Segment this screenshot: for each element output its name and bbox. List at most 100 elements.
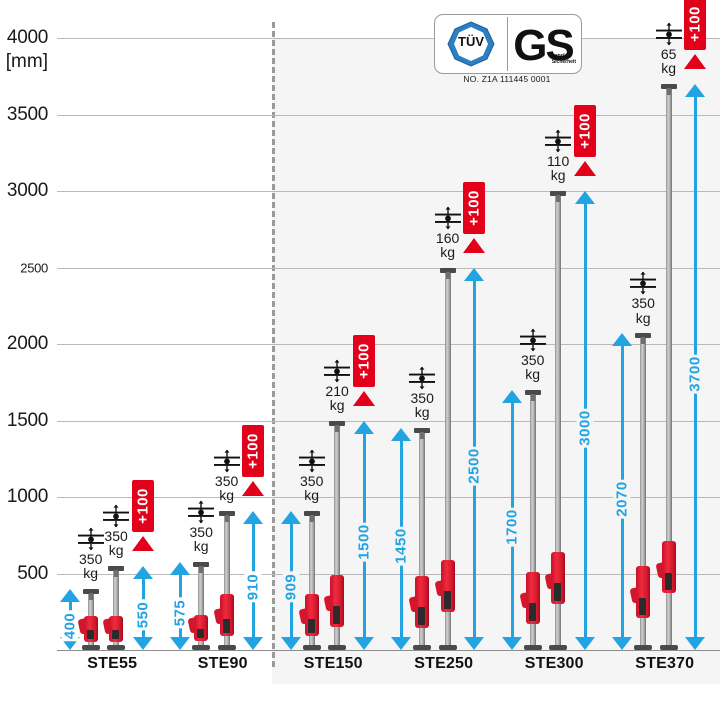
- arrow-head-up-icon: [464, 267, 485, 281]
- dimension-arrow-max: 2500: [463, 267, 485, 650]
- load-icon-min: 350 kg: [184, 500, 218, 554]
- gridline: [57, 191, 720, 192]
- prop-head-plate: [550, 191, 567, 196]
- dimension-arrow-min: 2070: [611, 333, 633, 650]
- prop-head-stem: [309, 514, 314, 522]
- prop-base-plate: [438, 645, 457, 650]
- y-tick-label: 2000: [6, 333, 48, 354]
- prop-head-plate: [329, 420, 346, 426]
- prop-tube: [308, 512, 315, 646]
- prop-collar: [330, 575, 345, 628]
- load-icon-min: 350 kg: [405, 366, 439, 420]
- load-capacity-value: 350 kg: [300, 472, 324, 504]
- prop-extended: [544, 191, 568, 650]
- prop-extended: [655, 83, 678, 650]
- prop-head-plate: [439, 267, 456, 273]
- prop-extended: [102, 565, 126, 650]
- dimension-value: 550: [134, 599, 152, 631]
- prop-base-plate: [328, 645, 347, 650]
- y-tick-label: 1500: [6, 409, 48, 431]
- load-capacity-value: 160 kg: [435, 229, 460, 260]
- extension-badge: +100: [463, 181, 486, 234]
- load-capacity-value: 350 kg: [631, 295, 655, 326]
- arrow-head-down-icon: [685, 636, 706, 650]
- prop-base-plate: [217, 644, 236, 650]
- load-capacity-icon: [409, 366, 436, 390]
- dimension-value: 400: [61, 611, 79, 642]
- load-icon-max: 350 kg: [210, 449, 244, 503]
- arrow-head-down-icon: [612, 636, 633, 650]
- extension-badge-label: +100: [686, 6, 704, 42]
- arrow-head-down-icon: [132, 636, 153, 650]
- load-capacity-value: 350 kg: [104, 527, 128, 559]
- prop-base-plate: [659, 644, 678, 650]
- extension-badge: +100: [242, 424, 265, 477]
- prop-tube: [529, 391, 536, 646]
- svg-text:SÜD: SÜD: [464, 49, 479, 58]
- load-capacity-value: 350 kg: [79, 550, 103, 582]
- load-icon-min: 350 kg: [626, 271, 660, 325]
- prop-head-plate: [303, 510, 320, 516]
- prop-collar: [194, 614, 209, 642]
- arrow-head-up-icon: [574, 191, 595, 204]
- prop-tube: [334, 422, 341, 646]
- prop-head-stem: [335, 424, 340, 432]
- prop-tube: [555, 193, 562, 646]
- tuv-gs-logo-icon: TÜV SÜD GS: [447, 21, 575, 70]
- prop-tube: [223, 512, 230, 646]
- dimension-arrow-max: 1500: [353, 420, 375, 650]
- extension-badge-label: +100: [355, 342, 373, 379]
- extension-arrow: [573, 161, 596, 176]
- prop-head-plate: [108, 565, 125, 571]
- load-capacity-value: 210 kg: [325, 382, 349, 413]
- prop-head-plate: [635, 333, 652, 339]
- load-capacity-value: 110 kg: [546, 153, 570, 184]
- load-icon-max: 110 kg: [541, 129, 575, 183]
- prop-head-plate: [218, 510, 235, 516]
- dimension-arrow-min: 909: [280, 510, 302, 650]
- prop-collar: [551, 552, 566, 605]
- dimension-value: 575: [171, 597, 189, 629]
- dimension-value: 909: [282, 572, 300, 603]
- prop-retracted: [298, 510, 321, 650]
- gridline: [57, 38, 720, 39]
- prop-head-plate: [524, 389, 541, 395]
- arrow-head-down-icon: [464, 637, 485, 650]
- gridline: [57, 573, 720, 575]
- prop-head-plate: [414, 428, 431, 434]
- load-capacity-icon: [545, 129, 572, 153]
- dimension-value: 2500: [465, 446, 483, 486]
- prop-retracted: [629, 333, 653, 650]
- prop-base-plate: [523, 644, 542, 650]
- gridline: [57, 267, 720, 269]
- arrow-head-down-icon: [170, 636, 191, 650]
- arrow-head-up-icon: [685, 83, 706, 97]
- svg-text:GS: GS: [513, 21, 573, 70]
- arrow-head-up-icon: [243, 510, 264, 524]
- prop-collar: [415, 575, 430, 628]
- prop-base-plate: [81, 644, 100, 650]
- prop-collar: [109, 615, 124, 642]
- prop-head-plate: [660, 83, 677, 89]
- arrow-head-up-icon: [132, 565, 153, 579]
- y-tick-label: 1000: [6, 486, 48, 507]
- prop-retracted: [187, 562, 211, 650]
- load-capacity-icon: [188, 500, 215, 524]
- load-icon-max: 210 kg: [320, 359, 354, 413]
- extension-badge-label: +100: [244, 432, 262, 469]
- arrow-head-down-icon: [391, 636, 412, 650]
- extension-arrow: [684, 53, 707, 69]
- prop-extended: [434, 267, 457, 650]
- load-icon-min: 350 kg: [74, 527, 108, 581]
- load-capacity-value: 350 kg: [189, 524, 213, 555]
- load-capacity-icon: [519, 328, 546, 352]
- load-icon-min: 350 kg: [516, 328, 550, 382]
- prop-extended: [213, 510, 236, 650]
- x-axis-label-ste55: STE55: [87, 655, 138, 672]
- load-icon-max: 160 kg: [431, 206, 465, 260]
- gridline: [57, 114, 720, 116]
- prop-collar: [636, 566, 651, 619]
- prop-base-plate: [634, 644, 653, 650]
- dimension-arrow-min: 1700: [501, 389, 523, 650]
- prop-tube: [198, 564, 205, 646]
